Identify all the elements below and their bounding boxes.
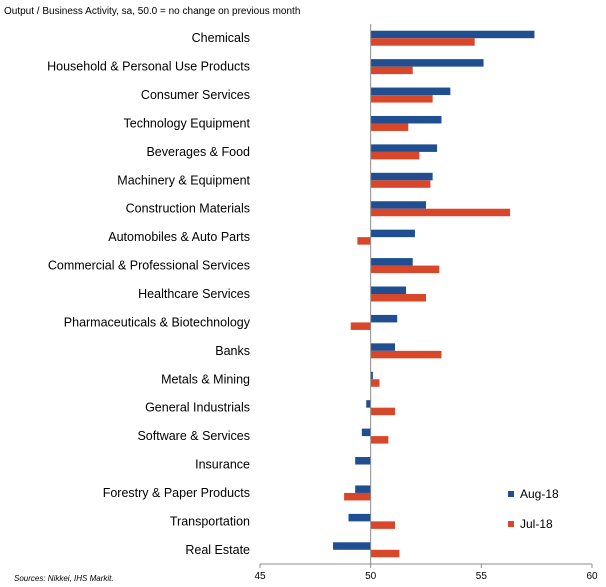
category-label: Technology Equipment — [124, 116, 251, 130]
bar-aug-18 — [370, 371, 373, 380]
bar-jul-18 — [370, 436, 389, 444]
category-label: Insurance — [195, 458, 250, 472]
x-axis: 45 50 55 60 — [254, 24, 598, 582]
bar-jul-18 — [370, 265, 440, 274]
category-label: General Industrials — [145, 401, 250, 415]
bars-group — [333, 30, 535, 558]
bar-jul-18 — [370, 180, 431, 188]
x-tick-label: 45 — [254, 571, 266, 582]
bar-jul-18 — [370, 549, 400, 558]
bar-aug-18 — [370, 144, 438, 152]
category-label: Commercial & Professional Services — [48, 259, 250, 273]
bar-jul-18 — [370, 379, 380, 387]
bar-aug-18 — [355, 457, 371, 465]
x-tick-label: 55 — [476, 571, 488, 582]
bar-aug-18 — [370, 172, 433, 181]
bar-aug-18 — [366, 400, 371, 408]
category-label: Automobiles & Auto Parts — [108, 230, 250, 244]
bar-jul-18 — [370, 350, 442, 359]
bar-aug-18 — [370, 314, 398, 323]
bar-jul-18 — [370, 294, 426, 302]
legend: Aug-18 Jul-18 — [508, 487, 559, 531]
bar-jul-18 — [344, 492, 371, 501]
bar-jul-18 — [370, 95, 433, 103]
category-label: Chemicals — [192, 31, 250, 45]
bar-aug-18 — [370, 59, 484, 67]
bar-aug-18 — [355, 485, 371, 493]
bar-aug-18 — [370, 286, 407, 294]
source-note: Sources: Nikkei, IHS Markit. — [14, 574, 114, 583]
legend-label-aug-18: Aug-18 — [520, 487, 559, 501]
bar-aug-18 — [333, 542, 371, 550]
category-label: Healthcare Services — [138, 287, 250, 301]
category-label: Software & Services — [137, 429, 250, 443]
bar-aug-18 — [370, 87, 451, 96]
bar-jul-18 — [357, 237, 371, 245]
bar-jul-18 — [370, 407, 396, 416]
category-labels: Chemicals Household & Personal Use Produc… — [47, 31, 251, 557]
bar-aug-18 — [348, 513, 371, 522]
bar-jul-18 — [370, 521, 396, 529]
bar-jul-18 — [370, 66, 413, 75]
category-label: Banks — [215, 344, 250, 358]
x-tick-label: 50 — [365, 571, 377, 582]
category-label: Consumer Services — [141, 88, 250, 102]
category-label: Machinery & Equipment — [117, 173, 250, 187]
bar-jul-18 — [370, 38, 475, 46]
category-label: Real Estate — [185, 543, 250, 557]
category-label: Household & Personal Use Products — [47, 60, 250, 74]
category-label: Construction Materials — [126, 202, 250, 216]
bar-jul-18 — [370, 151, 420, 160]
x-tick-label: 60 — [586, 571, 598, 582]
bar-aug-18 — [370, 343, 396, 351]
chart-subtitle: Output / Business Activity, sa, 50.0 = n… — [4, 6, 301, 17]
bar-jul-18 — [370, 208, 511, 217]
category-label: Beverages & Food — [146, 145, 250, 159]
bar-aug-18 — [361, 428, 371, 437]
bar-aug-18 — [370, 201, 426, 209]
legend-swatch-aug-18 — [508, 491, 514, 497]
bar-aug-18 — [370, 258, 413, 266]
bar-jul-18 — [350, 322, 371, 330]
category-label: Forestry & Paper Products — [103, 486, 250, 500]
bar-aug-18 — [370, 115, 442, 124]
category-label: Transportation — [170, 514, 250, 528]
legend-label-jul-18: Jul-18 — [520, 517, 553, 531]
bar-aug-18 — [370, 229, 415, 238]
bar-aug-18 — [370, 30, 535, 39]
category-label: Metals & Mining — [161, 372, 250, 386]
bar-jul-18 — [370, 123, 409, 131]
legend-swatch-jul-18 — [508, 521, 514, 527]
category-label: Pharmaceuticals & Biotechnology — [64, 315, 251, 329]
